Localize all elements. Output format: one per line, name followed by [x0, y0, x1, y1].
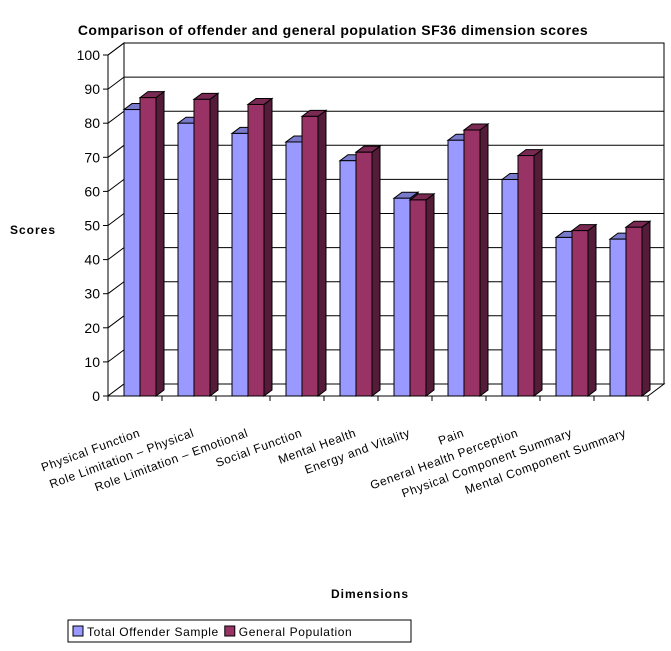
y-tick-label: 100: [77, 47, 101, 63]
y-axis-label: Scores: [10, 223, 56, 237]
bar-general-0: [138, 90, 166, 397]
bar-general-1: [192, 92, 220, 397]
legend-swatch: [72, 625, 84, 637]
y-tick-label: 10: [84, 354, 100, 370]
y-tick-label: 90: [84, 81, 100, 97]
bar-general-2: [246, 97, 274, 397]
y-tick-label: 70: [84, 149, 100, 165]
gridline: [107, 42, 664, 56]
legend-swatch: [224, 625, 236, 637]
y-tick-label: 50: [84, 218, 100, 234]
legend-label: General Population: [239, 625, 353, 639]
y-tick-label: 40: [84, 252, 100, 268]
y-tick-label: 80: [84, 115, 100, 131]
legend-box: [67, 619, 412, 643]
legend-label: Total Offender Sample: [87, 625, 219, 639]
legend: Total Offender Sample General Population: [67, 619, 412, 643]
chart-title: Comparison of offender and general popul…: [78, 22, 588, 38]
bar-general-4: [354, 145, 382, 397]
gridline: [107, 76, 664, 90]
bar-general-8: [570, 223, 598, 397]
y-tick-label: 30: [84, 286, 100, 302]
y-tick-label: 60: [84, 183, 100, 199]
bar-general-3: [300, 109, 328, 397]
bar-general-5: [408, 192, 436, 397]
y-tick-label: 20: [84, 320, 100, 336]
y-tick-label: 0: [92, 388, 100, 404]
bar-general-7: [516, 148, 544, 397]
y-tick-labels: 0 10 20 30 40 50 60 70 80 90 100: [77, 47, 101, 404]
x-axis-label: Dimensions: [331, 587, 409, 601]
bar-general-9: [624, 220, 652, 397]
bars: [122, 90, 652, 397]
bar-general-6: [462, 123, 490, 397]
